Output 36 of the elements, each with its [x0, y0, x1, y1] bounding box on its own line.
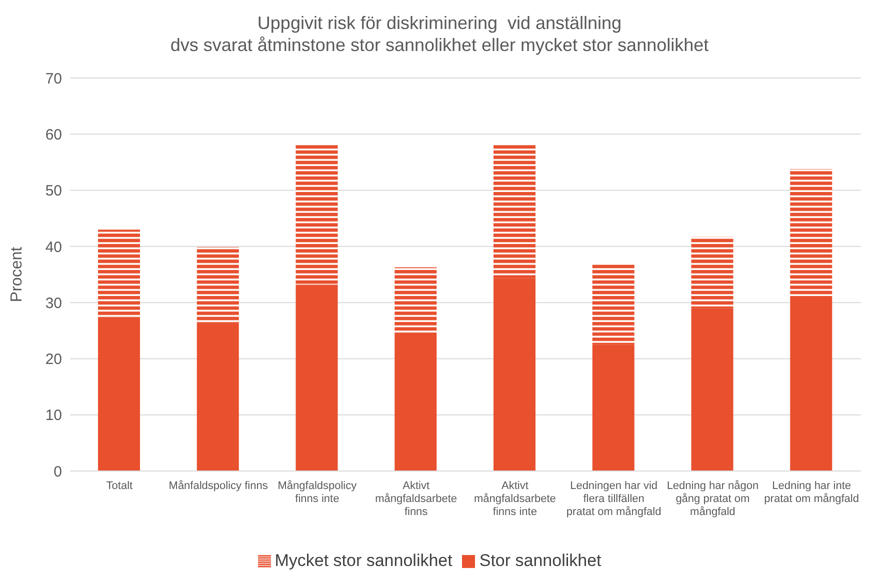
bar — [296, 144, 338, 285]
bar — [394, 267, 437, 333]
x-tick-label: Mångfaldspolicy finns inte — [278, 480, 358, 505]
x-tick-label: Aktivt mångfaldsarbete finns — [375, 480, 458, 518]
bar — [691, 308, 734, 471]
y-tick-label: 50 — [45, 182, 62, 200]
legend-label: Mycket stor sannolikhet — [274, 551, 452, 570]
x-tick-label: Ledning har inte pratat om mångfald — [764, 480, 859, 505]
bar — [592, 344, 634, 471]
y-tick-label: 70 — [45, 70, 62, 88]
x-tick-label: Totalt — [106, 480, 133, 492]
bar — [494, 144, 536, 278]
x-tick-label: Aktivt mångfaldsarbete finns inte — [474, 480, 556, 518]
bar — [592, 263, 634, 345]
bar — [296, 284, 338, 471]
x-tick-label: Månfaldspolicy finns — [168, 480, 268, 492]
y-axis-title: Procent — [8, 246, 26, 302]
y-tick-label: 40 — [45, 238, 62, 256]
bar — [196, 246, 239, 323]
y-tick-label: 60 — [45, 126, 62, 144]
bar — [494, 278, 536, 471]
x-tick-label: Ledningen har vid flera tillfällen pratat om mångfald — [566, 480, 662, 518]
bar — [790, 296, 832, 471]
x-tick-label: Ledning har någon gång pratat om mångfald — [666, 480, 759, 518]
bar — [691, 236, 734, 308]
y-tick-label: 30 — [45, 294, 62, 312]
bar — [98, 317, 140, 471]
y-tick-label: 0 — [54, 463, 62, 480]
y-tick-label: 10 — [45, 407, 62, 424]
bar — [196, 322, 239, 471]
bar — [98, 230, 140, 318]
bar — [394, 332, 437, 471]
bar — [790, 168, 832, 297]
legend-label: Stor sannolikhet — [479, 551, 602, 570]
y-tick-label: 20 — [45, 351, 62, 368]
chart-title: Uppgivit risk för diskriminering vid anställning dvs svarat åtminstone stor sannolikhet eller mycket stor sannolikhet — [169, 12, 710, 56]
